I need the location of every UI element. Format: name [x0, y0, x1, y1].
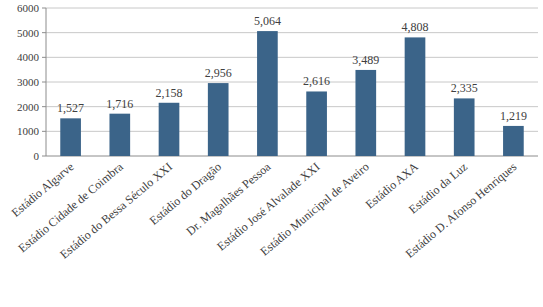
data-label: 2,335 — [451, 81, 478, 95]
data-label: 2,616 — [303, 74, 330, 88]
y-tick-label: 5000 — [17, 27, 40, 39]
y-tick-label: 0 — [34, 150, 40, 162]
bar — [306, 91, 327, 156]
data-label: 2,158 — [156, 86, 183, 100]
tick-mark — [42, 82, 46, 83]
tick-mark — [42, 8, 46, 9]
x-tick-label: Estádio D. Afonso Henriques — [403, 159, 520, 260]
y-axis — [46, 8, 47, 156]
data-label: 4,808 — [402, 20, 429, 34]
bar — [257, 31, 278, 156]
bars — [60, 31, 523, 156]
tick-mark — [42, 156, 46, 157]
grid-line — [46, 57, 538, 58]
chart-svg: 0 1000 2000 3000 4000 5000 6000 1,527 1,716 2,158… — [0, 0, 543, 307]
y-tick-label: 6000 — [17, 2, 40, 14]
bar — [60, 118, 81, 156]
bar — [355, 70, 376, 156]
tick-mark — [42, 32, 46, 33]
x-tick-label: Estádio Municipal de Aveiro — [257, 160, 371, 259]
data-label: 3,489 — [352, 53, 379, 67]
tick-mark — [42, 57, 46, 58]
data-label: 2,956 — [205, 66, 232, 80]
y-tick-label: 2000 — [17, 101, 40, 113]
data-label: 1,716 — [106, 97, 133, 111]
grid — [42, 8, 538, 156]
bar — [503, 126, 524, 156]
tick-mark — [42, 106, 46, 107]
data-label: 5,064 — [254, 14, 281, 28]
bar — [454, 98, 475, 156]
bar — [405, 37, 426, 156]
bar — [208, 83, 229, 156]
y-tick-label: 3000 — [17, 76, 40, 88]
bar — [159, 103, 180, 156]
tick-mark — [42, 131, 46, 132]
data-label: 1,219 — [500, 109, 527, 123]
bar — [109, 114, 130, 156]
chart-container: 0 1000 2000 3000 4000 5000 6000 1,527 1,716 2,158… — [0, 0, 543, 307]
x-tick-label: Dr. Magalhães Pessoa — [183, 159, 273, 238]
grid-line — [46, 32, 538, 33]
y-tick-label: 4000 — [17, 51, 40, 63]
y-tick-label: 1000 — [17, 125, 40, 137]
grid-line — [46, 8, 538, 9]
data-label: 1,527 — [57, 101, 84, 115]
